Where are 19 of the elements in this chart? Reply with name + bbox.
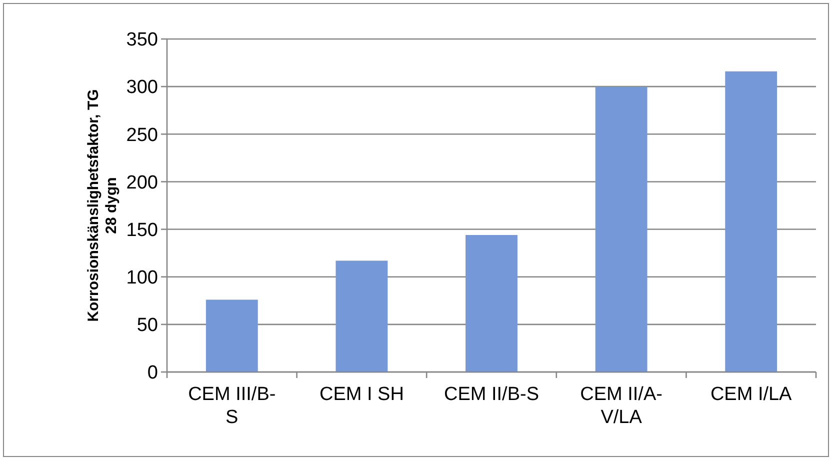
x-tick-label: CEM III/B-S — [188, 384, 276, 428]
x-tick-label: CEM II/B-S — [444, 384, 540, 405]
y-tick-label: 100 — [126, 268, 158, 289]
y-tick-label: 300 — [126, 77, 158, 98]
x-tick-label: CEM I/LA — [710, 384, 792, 405]
bar — [336, 260, 388, 372]
y-tick-label: 250 — [126, 124, 158, 146]
bar — [466, 234, 518, 372]
bar — [725, 71, 778, 372]
y-tick-label: 200 — [126, 172, 158, 194]
y-tick-label: 350 — [126, 30, 158, 51]
y-tick-label: 0 — [147, 362, 158, 384]
bar — [206, 300, 258, 372]
bar — [595, 86, 648, 372]
y-axis-title: Korrosionskänslighetsfaktor, TG 28 dygn — [85, 89, 120, 322]
x-tick-label: CEM II/A-V/LA — [580, 384, 662, 428]
y-tick-label: 150 — [126, 220, 158, 241]
y-tick-label: 50 — [136, 315, 158, 336]
x-tick-label: CEM I SH — [319, 384, 404, 405]
